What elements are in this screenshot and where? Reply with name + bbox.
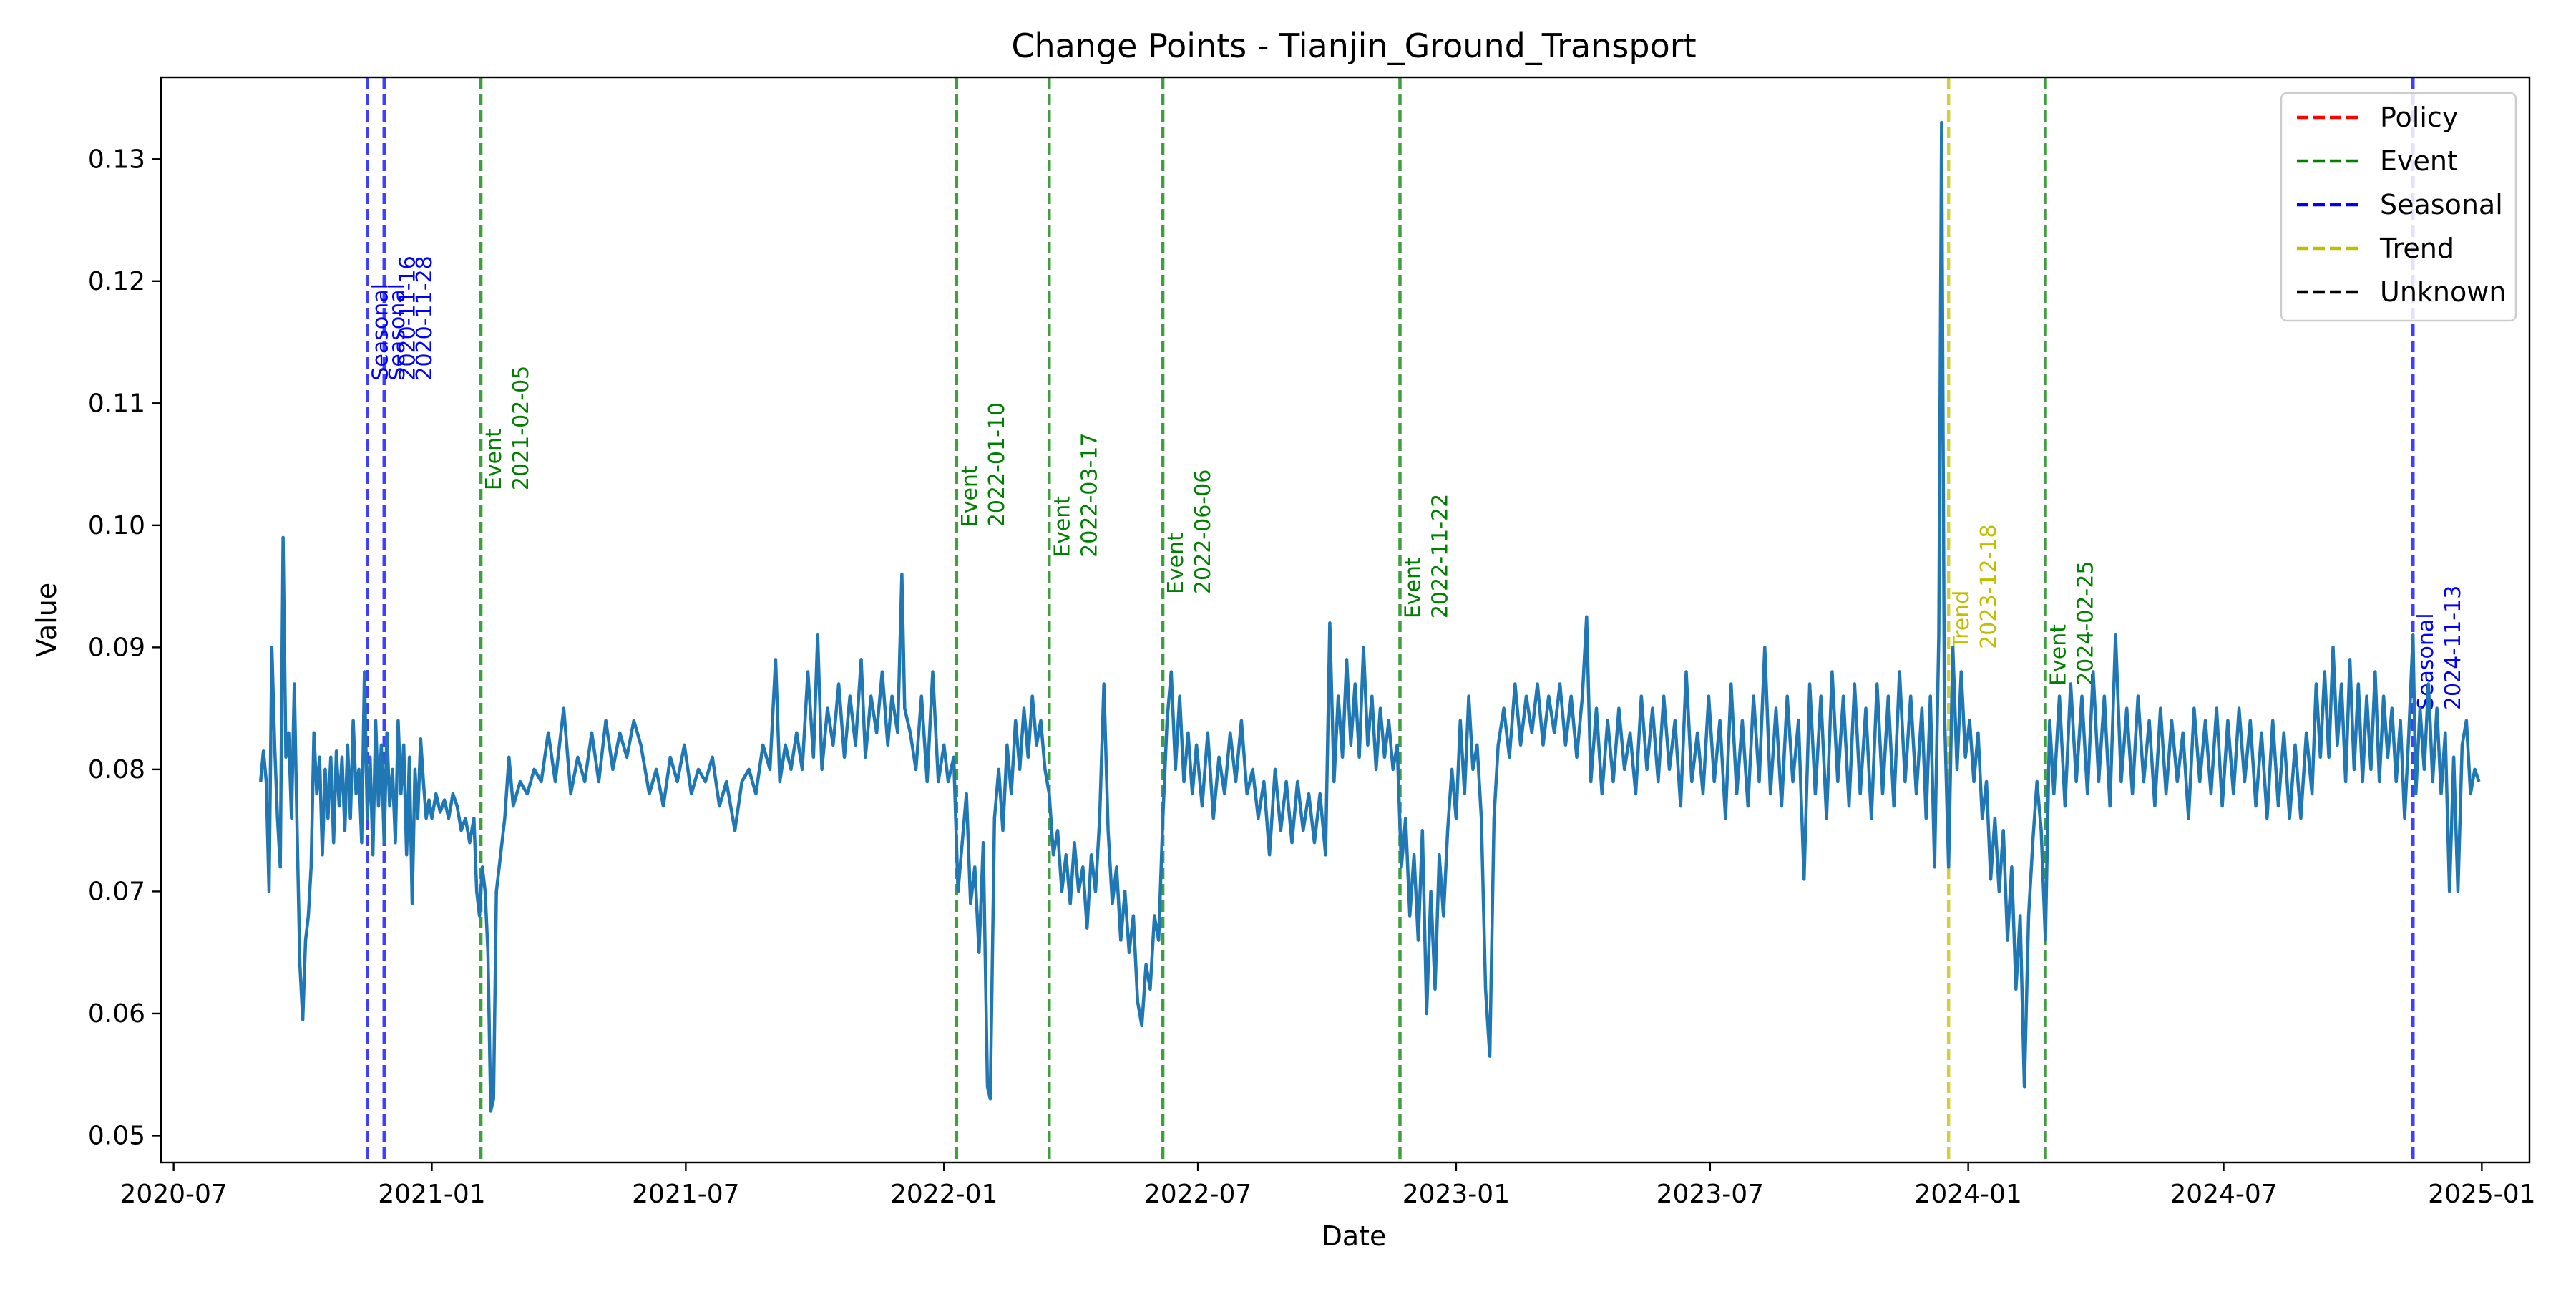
x-tick-label: 2025-01 [2428, 1180, 2535, 1209]
change-point-type-label: Event [957, 465, 982, 527]
y-tick-label: 0.10 [88, 511, 145, 540]
x-tick-label: 2023-01 [1402, 1180, 1510, 1209]
x-tick-label: 2024-01 [1914, 1180, 2021, 1209]
legend-label: Seasonal [2380, 189, 2503, 220]
change-point-type-label: Event [482, 429, 507, 490]
y-tick-label: 0.06 [88, 999, 145, 1029]
change-point-date-label: 2020-11-16 [395, 256, 420, 380]
change-point-date-label: 2022-06-06 [1191, 470, 1216, 594]
change-point-date-label: 2021-02-05 [509, 366, 534, 490]
legend-label: Event [2380, 145, 2458, 177]
series-line [258, 120, 2481, 1113]
y-axis-label: Value [31, 583, 62, 657]
y-tick-label: 0.08 [88, 755, 145, 785]
y-tick-label: 0.05 [88, 1121, 145, 1150]
x-tick-label: 2022-01 [890, 1180, 997, 1209]
x-tick-label: 2021-07 [632, 1180, 739, 1209]
legend-label: Policy [2380, 102, 2458, 133]
x-tick-label: 2020-07 [119, 1180, 227, 1209]
x-tick-label: 2022-07 [1144, 1180, 1252, 1209]
y-tick-label: 0.12 [88, 267, 145, 296]
change-point-label: Event 2021-02-05 [482, 366, 534, 490]
y-tick-label: 0.13 [88, 145, 145, 174]
change-point-label: Event 2024-02-25 [2046, 561, 2098, 686]
y-tick-label: 0.09 [88, 633, 145, 662]
change-point-label: Seasonal 2020-11-16 [368, 256, 420, 380]
change-point-label: Trend 2023-12-18 [1949, 524, 2001, 649]
change-point-type-label: Seasonal [368, 283, 393, 381]
legend-label: Unknown [2380, 276, 2506, 308]
chart-title: Change Points - Tianjin_Ground_Transport [1011, 26, 1696, 65]
x-tick-label: 2024-07 [2170, 1180, 2277, 1209]
y-tick-label: 0.07 [88, 877, 145, 906]
change-point-type-label: Event [1050, 496, 1075, 558]
change-point-label: Event 2022-06-06 [1163, 470, 1216, 594]
series-layer [258, 120, 2481, 1113]
legend-label: Trend [2379, 233, 2454, 264]
x-axis-label: Date [1322, 1220, 1387, 1252]
change-point-date-label: 2024-02-25 [2073, 561, 2098, 686]
change-point-date-label: 2023-12-18 [1976, 524, 2001, 649]
change-point-date-label: 2022-01-10 [985, 402, 1010, 527]
change-point-date-label: 2020-11-28 [412, 256, 437, 380]
change-point-label: Seasonal 2024-11-13 [2414, 586, 2466, 710]
change-point-type-label: Seasonal [385, 283, 410, 381]
change-point-type-label: Event [2046, 624, 2071, 686]
change-point-type-label: Event [1400, 557, 1425, 618]
change-point-date-label: 2024-11-13 [2441, 586, 2466, 710]
change-point-label: Event 2022-11-22 [1400, 494, 1453, 618]
y-axis-ticks: 0.05 0.06 0.07 0.08 0.09 0.10 0.11 0.12 0.13 [88, 145, 161, 1150]
change-point-type-label: Seasonal [2414, 613, 2439, 710]
change-point-type-label: Event [1163, 533, 1189, 594]
change-point-date-label: 2022-11-22 [1428, 494, 1453, 618]
legend: Policy Event Seasonal Trend Unknown [2280, 92, 2517, 322]
legend-box [2280, 92, 2517, 322]
plot-frame [160, 76, 2531, 1164]
x-tick-label: 2023-07 [1657, 1180, 1764, 1209]
y-tick-label: 0.11 [88, 389, 145, 418]
change-point-date-label: 2022-03-17 [1077, 433, 1102, 558]
legend-entries: Policy Event Seasonal Trend Unknown [2297, 102, 2506, 308]
x-axis-ticks: 2020-07 2021-01 2021-07 2022-01 2022-07 2023-… [119, 1162, 2536, 1209]
x-tick-label: 2021-01 [378, 1180, 485, 1209]
change-point-label: Seasonal 2020-11-28 [385, 256, 437, 380]
change-point-type-label: Trend [1949, 591, 1974, 650]
change-point-label: Event 2022-01-10 [957, 402, 1010, 527]
change-point-label: Event 2022-03-17 [1050, 433, 1102, 558]
